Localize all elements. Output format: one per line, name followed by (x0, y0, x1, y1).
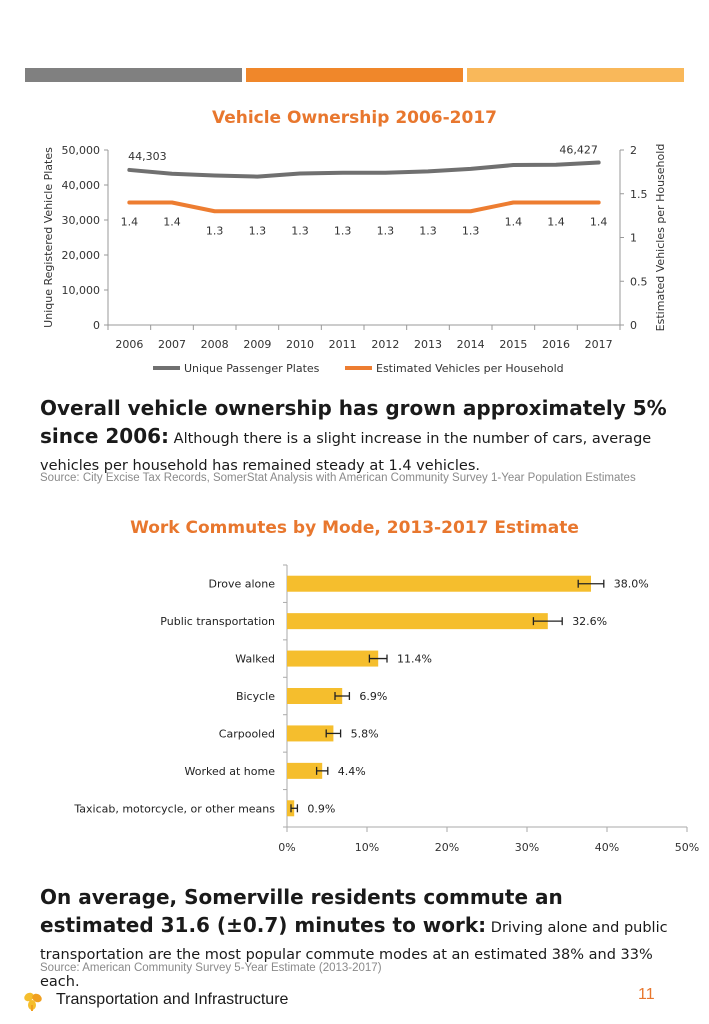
x-tick-label: 2011 (329, 338, 357, 351)
left-tick-label: 20,000 (62, 249, 101, 262)
household-value-label: 1.3 (249, 224, 267, 237)
right-tick-label: 0 (630, 319, 637, 332)
vehicle-source: Source: City Excise Tax Records, SomerSt… (40, 472, 636, 484)
x-tick-label: 2016 (542, 338, 570, 351)
x-tick-label: 2009 (243, 338, 271, 351)
x-tick-label: 50% (675, 841, 699, 854)
value-label: 11.4% (397, 653, 432, 666)
vehicle-ownership-chart: 0 10,000 20,000 30,000 40,000 50,000 0 0.5 1 1.5 2… (42, 144, 667, 375)
vehicle-body: Although there is a slight increase in t… (40, 431, 652, 474)
bar (287, 613, 548, 630)
left-tick-label: 10,000 (62, 284, 101, 297)
household-value-label: 1.4 (163, 216, 181, 229)
chart1-title: Vehicle Ownership 2006-2017 (211, 108, 498, 128)
legend-label-plates: Unique Passenger Plates (184, 362, 320, 375)
x-tick-label: 2013 (414, 338, 442, 351)
x-tick-label: 2006 (115, 338, 143, 351)
bar (287, 575, 591, 592)
page-number: 11 (638, 986, 655, 1003)
category-label: Public transportation (160, 615, 275, 628)
vehicle-summary: Overall vehicle ownership has grown appr… (40, 395, 680, 479)
x-tick-label: 40% (595, 841, 619, 854)
series-line-plates (127, 160, 601, 179)
commute-body: Driving alone and public transportation … (40, 920, 668, 990)
category-label: Drove alone (208, 578, 275, 591)
flower-icon (24, 992, 42, 1011)
category-label: Walked (235, 653, 275, 666)
household-value-label: 1.4 (590, 216, 608, 229)
category-label: Bicycle (236, 690, 275, 703)
left-tick-label: 30,000 (62, 214, 101, 227)
legend-label-household: Estimated Vehicles per Household (376, 362, 564, 375)
header-bar-light-orange (467, 68, 684, 82)
x-tick-label: 2007 (158, 338, 186, 351)
x-tick-label: 2012 (371, 338, 399, 351)
vehicle-headline: Overall vehicle ownership has grown appr… (40, 396, 667, 448)
value-label: 32.6% (572, 615, 607, 628)
household-value-label: 1.3 (377, 224, 395, 237)
x-tick-label: 20% (435, 841, 459, 854)
header-bar-gray (25, 68, 242, 82)
x-tick-label: 2014 (457, 338, 485, 351)
series-line-household (127, 200, 601, 214)
household-value-label: 1.3 (291, 224, 309, 237)
x-tick-label: 2017 (585, 338, 613, 351)
x-tick-label: 2008 (201, 338, 229, 351)
right-tick-label: 1.5 (630, 188, 648, 201)
x-tick-label: 2015 (499, 338, 527, 351)
household-value-label: 1.4 (121, 216, 139, 229)
bar (287, 725, 334, 742)
x-tick-label: 2010 (286, 338, 314, 351)
household-value-label: 1.3 (334, 224, 352, 237)
value-label: 0.9% (307, 802, 335, 815)
plates-label-first: 44,303 (128, 150, 167, 163)
chart2-title: Work Commutes by Mode, 2013-2017 Estimat… (130, 518, 579, 538)
work-commutes-chart: 0% 10% 20% 30% 40% 50% Drove alone 38.0% Public … (73, 564, 699, 854)
left-tick-label: 0 (93, 319, 100, 332)
right-tick-label: 1 (630, 232, 637, 245)
household-value-label: 1.3 (206, 224, 224, 237)
household-value-label: 1.4 (547, 216, 565, 229)
bar (287, 688, 343, 704)
right-axis-title: Estimated Vehicles per Household (654, 144, 667, 332)
value-label: 4.4% (338, 765, 366, 778)
category-label: Worked at home (185, 765, 276, 778)
category-label: Carpooled (219, 727, 275, 740)
household-value-label: 1.3 (462, 224, 480, 237)
right-tick-label: 0.5 (630, 275, 648, 288)
x-tick-label: 0% (278, 841, 295, 854)
x-tick-label: 10% (355, 841, 379, 854)
household-value-label: 1.4 (505, 216, 523, 229)
commute-source: Source: American Community Survey 5-Year… (40, 962, 382, 974)
left-axis-title: Unique Registered Vehicle Plates (42, 147, 55, 328)
value-label: 38.0% (614, 578, 649, 591)
value-label: 6.9% (359, 690, 387, 703)
right-tick-label: 2 (630, 144, 637, 157)
left-tick-label: 50,000 (62, 144, 101, 157)
commute-headline: On average, Somerville residents commute… (40, 885, 563, 937)
value-label: 5.8% (351, 727, 379, 740)
header-bar-orange (246, 68, 463, 82)
household-value-label: 1.3 (419, 224, 437, 237)
bar (287, 762, 323, 779)
footer-section: Transportation and Infrastructure (56, 991, 289, 1008)
commute-summary: On average, Somerville residents commute… (40, 884, 680, 995)
x-tick-label: 30% (515, 841, 539, 854)
bar (287, 650, 379, 667)
left-tick-label: 40,000 (62, 179, 101, 192)
category-label: Taxicab, motorcycle, or other means (73, 802, 275, 815)
plates-label-last: 46,427 (559, 144, 598, 157)
